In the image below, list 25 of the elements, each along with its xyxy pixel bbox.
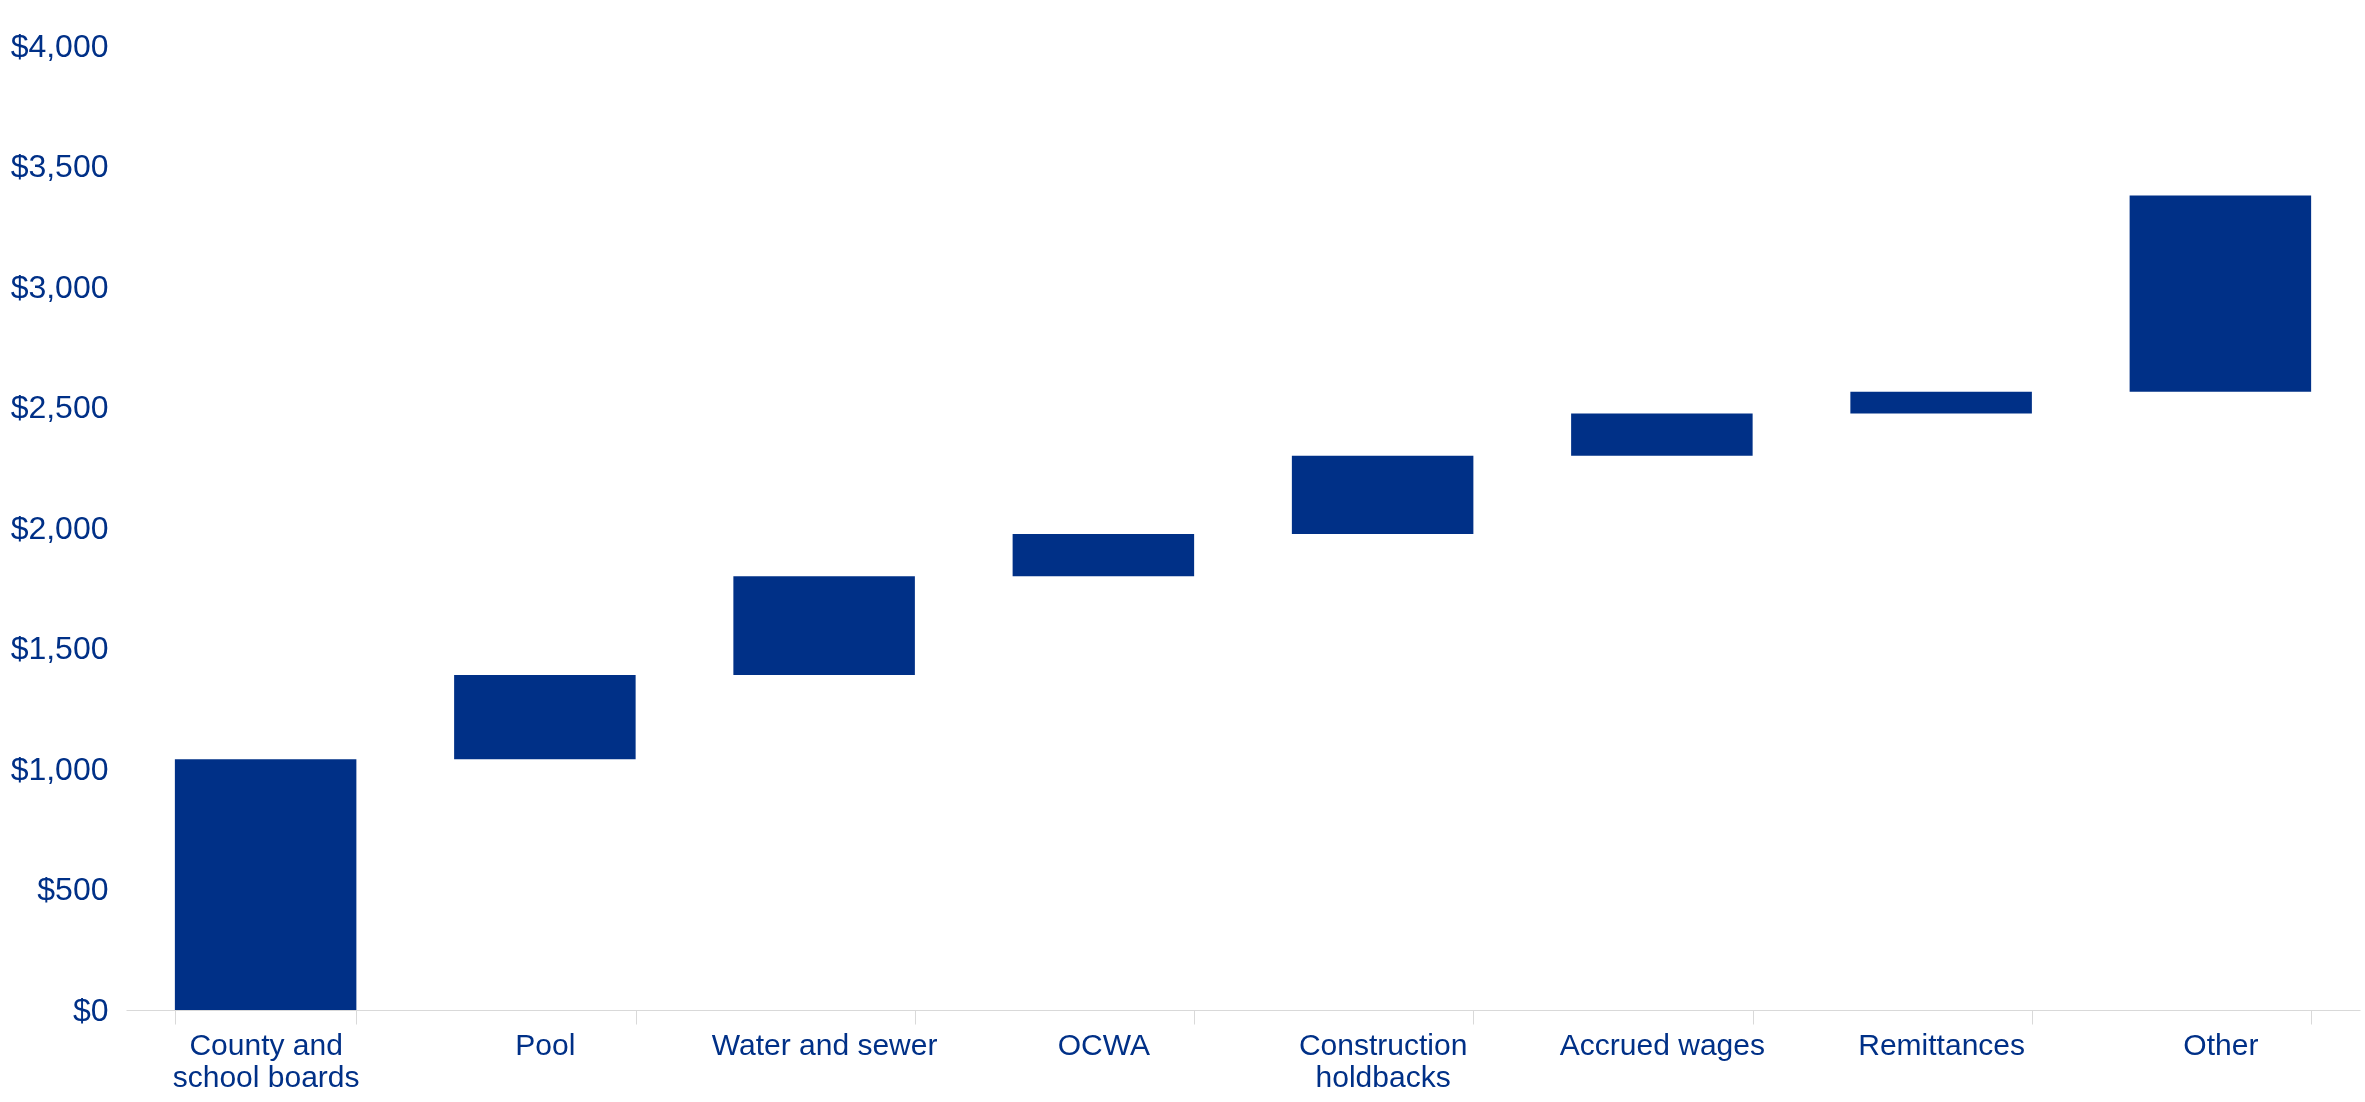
x-tick-label: OCWA xyxy=(1057,1027,1150,1061)
bar xyxy=(2129,195,2312,392)
y-tick-label: $2,000 xyxy=(10,509,109,546)
x-tick-label: Water and sewer xyxy=(711,1027,938,1061)
y-tick-label: $1,500 xyxy=(10,630,109,666)
x-tick-label: County and school boards xyxy=(172,1027,360,1093)
bar xyxy=(1850,391,2032,414)
bar xyxy=(454,675,636,760)
y-tick-label: $3,500 xyxy=(10,148,109,184)
y-tick-label: $500 xyxy=(37,871,109,907)
x-tick-label: Construction holdbacks xyxy=(1298,1027,1468,1093)
x-tick-label: Remittances xyxy=(1858,1027,2025,1061)
bar xyxy=(1571,413,1753,456)
y-tick-label: $1,000 xyxy=(10,750,109,787)
x-tick-label: Pool xyxy=(515,1027,576,1061)
x-tick-label: Other xyxy=(2183,1027,2259,1061)
bar xyxy=(1012,534,1195,577)
y-tick-label: $3,000 xyxy=(10,268,109,305)
bar xyxy=(174,759,357,1010)
y-tick-label: $4,000 xyxy=(10,27,109,64)
y-tick-label: $0 xyxy=(72,991,109,1028)
y-tick-label: $2,500 xyxy=(10,389,109,425)
x-tick-label: Accrued wages xyxy=(1559,1027,1765,1061)
bar xyxy=(733,576,915,676)
bar xyxy=(1291,455,1474,535)
